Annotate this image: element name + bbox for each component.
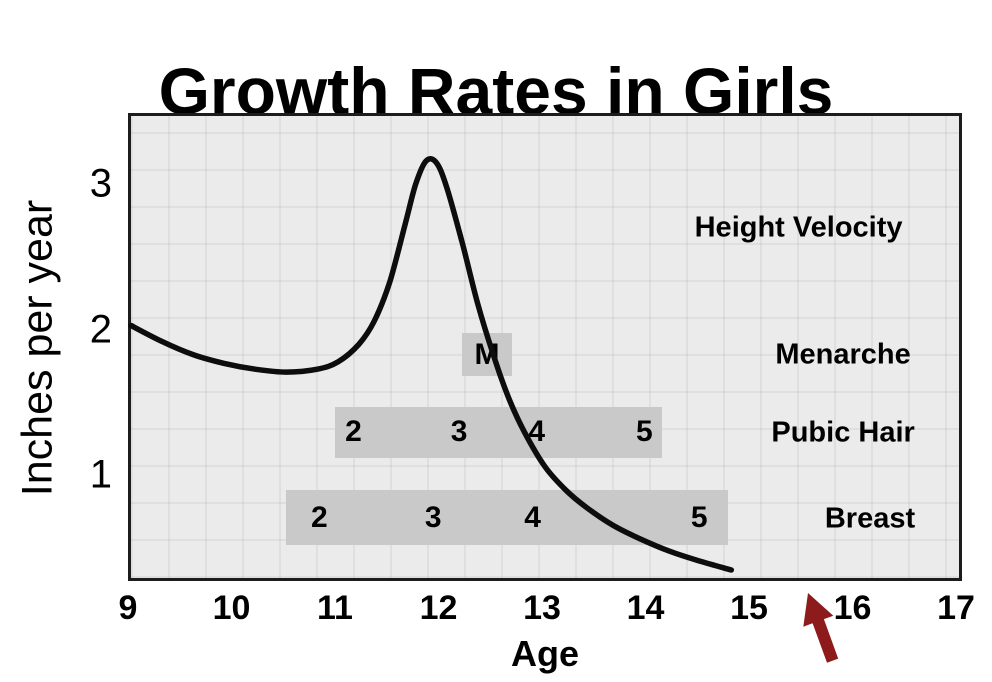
breast-stage-label: 4 [524,500,541,534]
pubic-hair-stage-label: 2 [345,415,362,449]
x-tick-label: 14 [626,589,665,627]
x-tick-label: 15 [730,589,768,627]
annotation-pubic-hair: Pubic Hair [771,416,915,449]
x-tick-label: 10 [212,589,251,627]
x-tick-label: 11 [317,589,353,627]
x-tick-label: 12 [419,589,458,627]
cursor-arrow [803,593,839,663]
annotation-height-velocity: Height Velocity [694,211,903,244]
pubic-hair-stage-label: 5 [636,415,653,449]
y-tick-label: 1 [89,452,112,497]
annotation-menarche: Menarche [775,338,911,371]
x-axis: 9 10 11 12 13 14 15 16 17 [119,589,975,631]
y-axis: 1 2 3 [62,113,118,581]
x-axis-label: Age [510,633,579,674]
x-tick-label: 17 [937,589,975,627]
breast-stage-label: 3 [424,500,442,534]
breast-stage-label: 2 [311,500,328,534]
y-axis-label: Inches per year [13,199,62,497]
y-tick-label: 2 [89,307,112,352]
pubic-hair-band [334,407,662,458]
height-velocity-curve [128,156,735,573]
pubic-hair-stage-label: 3 [450,415,468,449]
plot-area: M 2 3 4 5 2 3 4 5 Height Velocity Menarche Pubic Ha… [128,113,962,581]
breast-stage-label: 5 [690,500,708,534]
breast-band [286,489,729,546]
pubic-hair-stage-label: 4 [528,415,546,449]
y-tick-label: 3 [89,161,112,206]
x-tick-label: 9 [118,589,138,627]
x-tick-label: 13 [523,589,561,627]
x-tick-label: 16 [833,589,872,627]
annotation-breast: Breast [824,502,916,535]
